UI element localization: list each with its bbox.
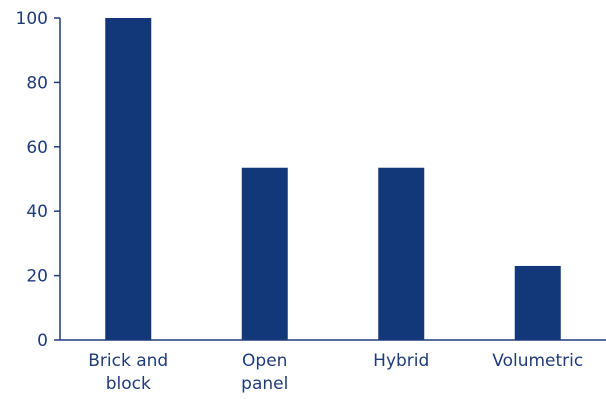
y-tick-label: 0	[37, 331, 48, 351]
bar	[514, 265, 561, 340]
bar	[241, 167, 288, 340]
y-tick-label: 80	[26, 73, 48, 93]
y-tick-label: 20	[26, 267, 48, 287]
x-category-label: Hybrid	[373, 351, 429, 371]
x-axis: Brick and block Open panel Hybrid Volumetric	[60, 339, 606, 394]
y-axis: 0 20 40 60 80 100	[16, 9, 61, 351]
x-category-label: Brick and block	[88, 351, 168, 394]
y-tick-label: 60	[26, 138, 48, 158]
bars	[105, 18, 561, 340]
x-category-label: Open panel	[241, 351, 288, 394]
x-category-label: Volumetric	[492, 351, 583, 371]
y-tick-label: 40	[26, 202, 48, 222]
bar	[105, 18, 152, 340]
bar	[378, 167, 425, 340]
y-tick-label: 100	[16, 9, 48, 29]
